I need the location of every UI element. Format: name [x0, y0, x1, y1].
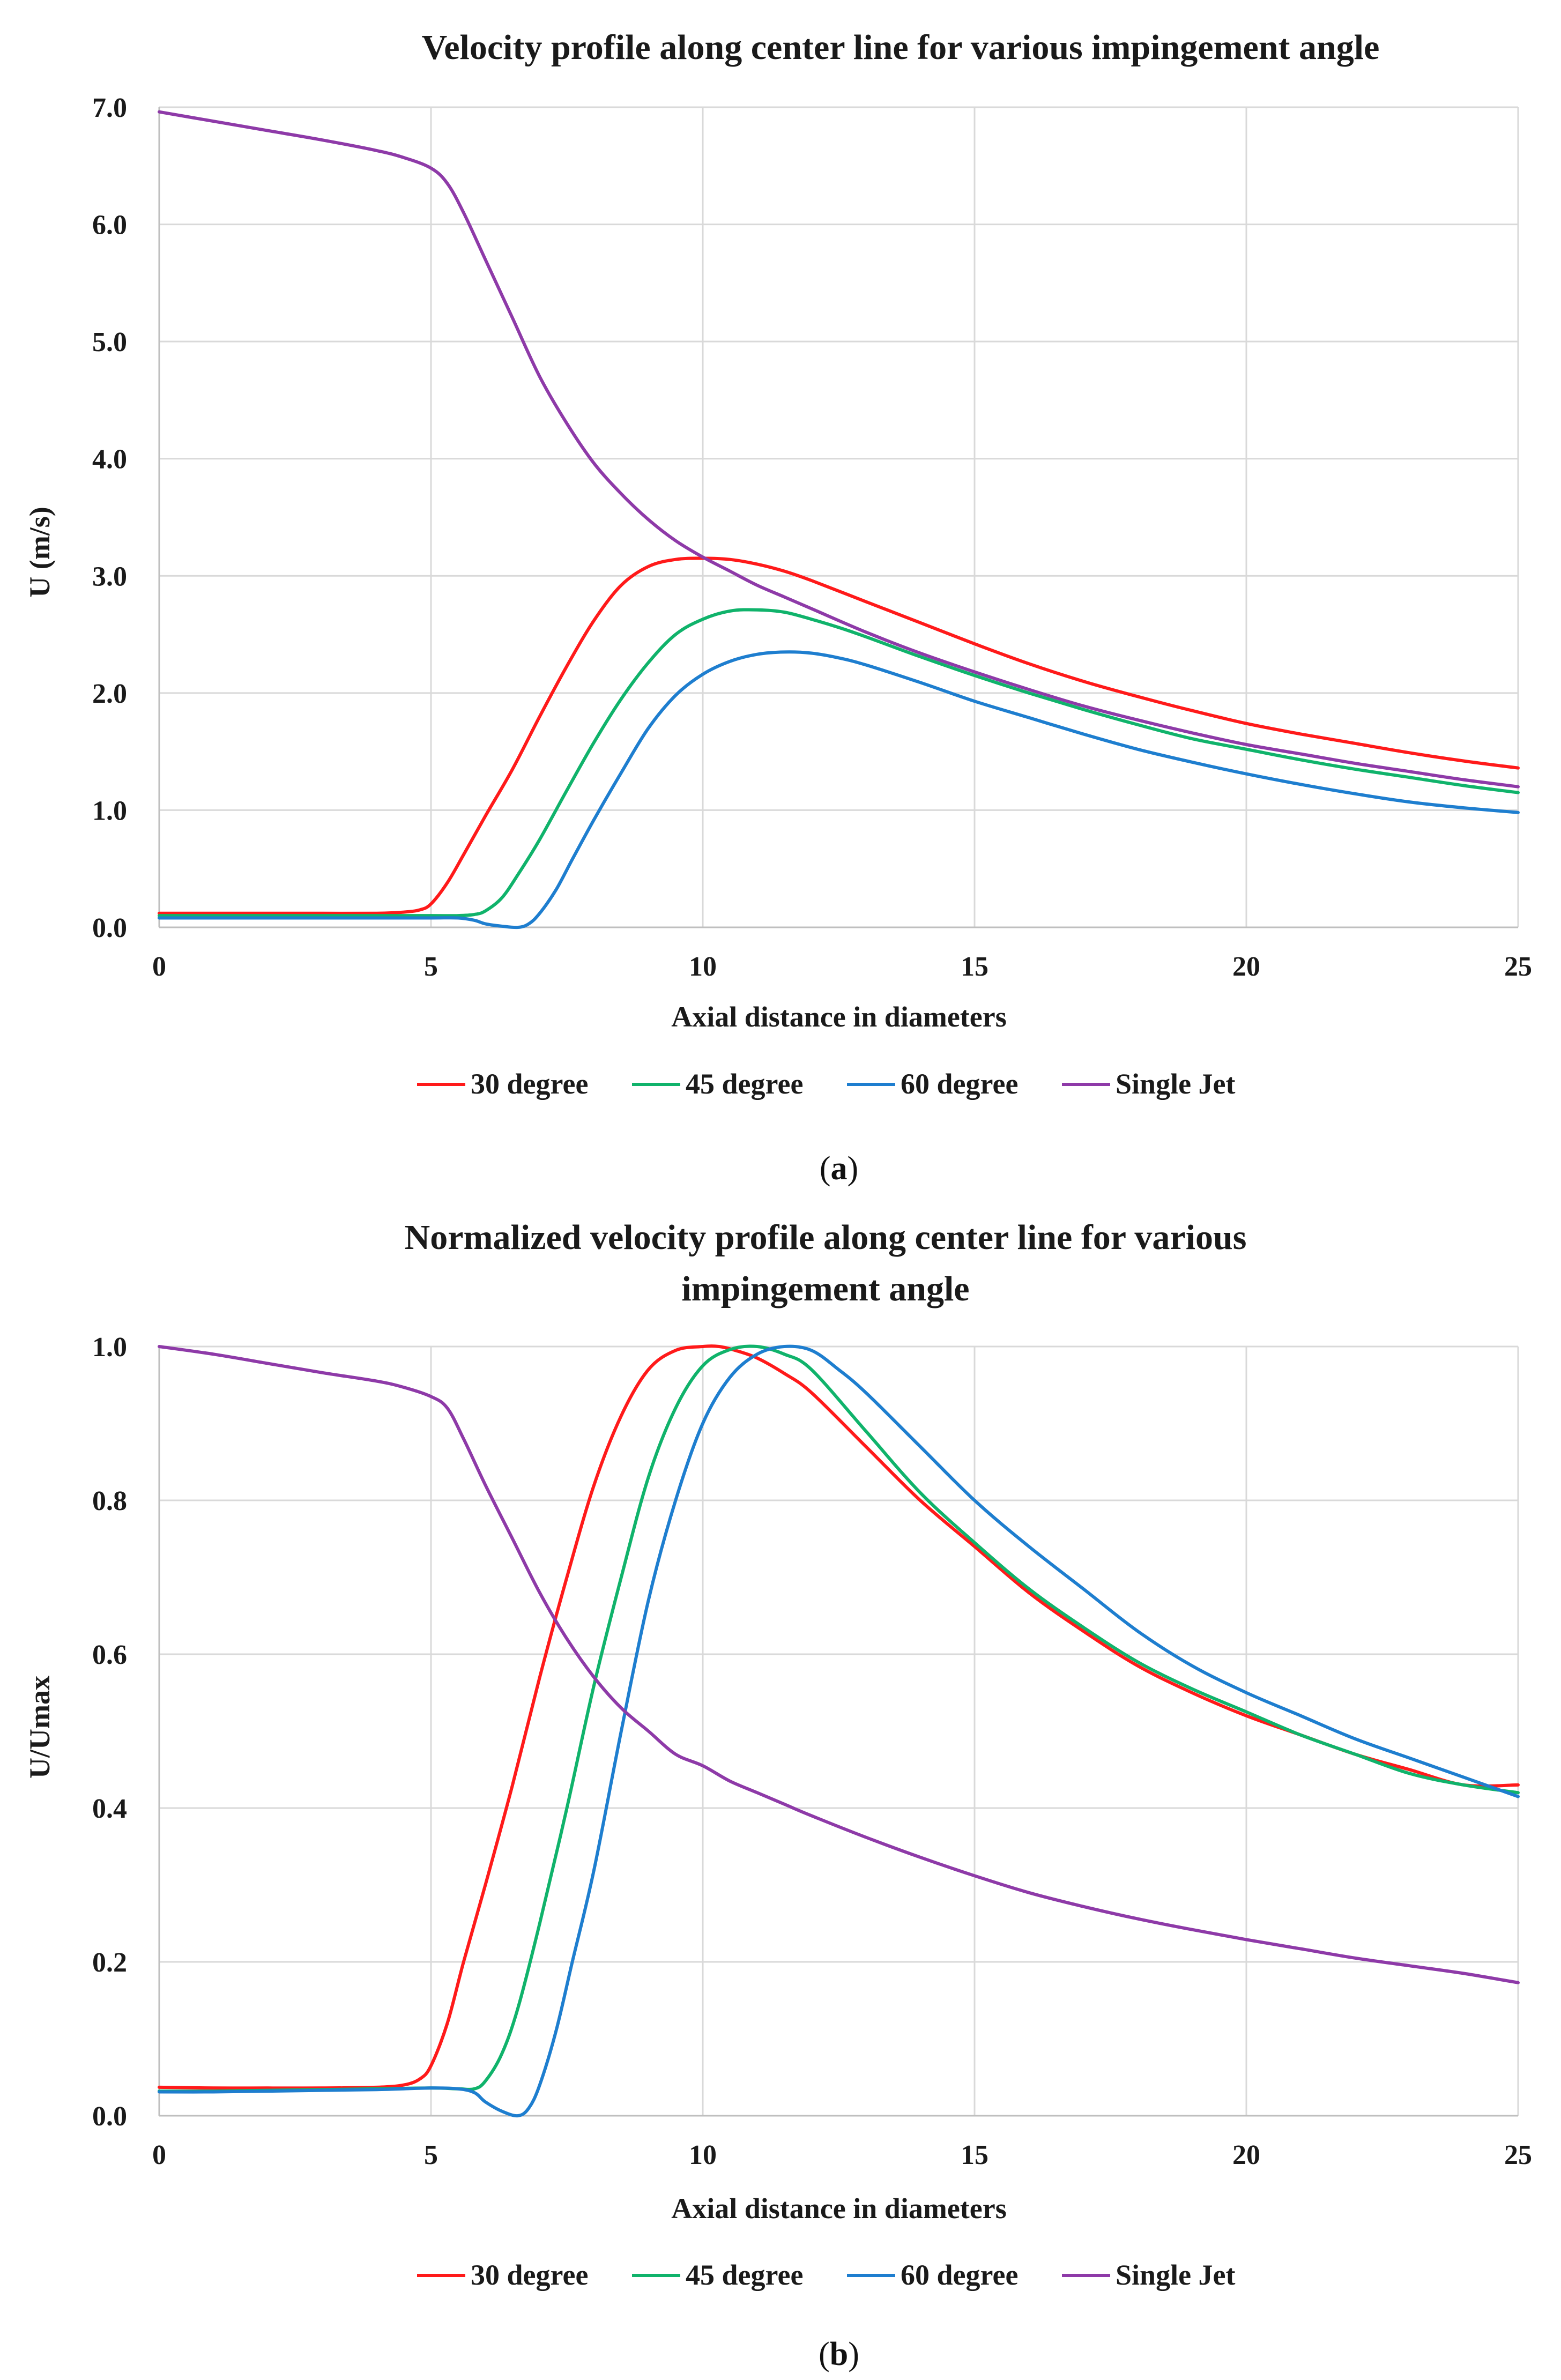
chart-a-caption-letter: a	[831, 1150, 848, 1187]
series-line-a-1	[158, 608, 1520, 918]
legend-item-a-2: 60 degree	[847, 1068, 1018, 1100]
chart-b-gridlines	[159, 1345, 1519, 2116]
y-tick-label-b-4: 0.8	[92, 1486, 127, 1516]
x-tick-label-a-3: 15	[961, 951, 988, 982]
chart-b-caption-letter: b	[830, 2336, 848, 2372]
y-tick-label-a-6: 6.0	[92, 210, 127, 241]
chart-a-gridlines	[159, 106, 1519, 927]
chart-a-legend: 30 degree 45 degree 60 degree Single Jet	[417, 1068, 1236, 1100]
legend-label-b-0: 30 degree	[471, 2259, 588, 2291]
legend-label-b-1: 45 degree	[686, 2259, 803, 2291]
x-tick-label-a-0: 0	[152, 951, 166, 982]
series-line-a-0	[158, 556, 1520, 915]
chart-b-title-line-1: Normalized velocity profile along center…	[405, 1218, 1247, 1257]
legend-label-a-2: 60 degree	[901, 1068, 1018, 1100]
y-tick-label-a-1: 1.0	[92, 795, 127, 826]
x-tick-label-b-0: 0	[152, 2140, 166, 2170]
series-line-b-3	[158, 1345, 1520, 1984]
chart-a-axes	[158, 107, 1518, 928]
y-tick-label-a-2: 2.0	[92, 679, 127, 709]
chart-b-x-ticks: 0 5 10 15 20 25	[152, 2140, 1532, 2170]
chart-b-series	[158, 1344, 1520, 2118]
legend-label-b-2: 60 degree	[901, 2259, 1018, 2291]
legend-label-a-1: 45 degree	[686, 1068, 803, 1100]
chart-a-title: Velocity profile along center line for v…	[422, 28, 1380, 67]
x-tick-label-a-1: 5	[424, 951, 438, 982]
y-tick-label-b-3: 0.6	[92, 1640, 127, 1670]
y-tick-label-a-7: 7.0	[92, 93, 127, 123]
series-line-b-1	[158, 1344, 1520, 2093]
chart-b-legend: 30 degree 45 degree 60 degree Single Jet	[417, 2259, 1236, 2291]
chart-a-y-ticks: 0.0 1.0 2.0 3.0 4.0 5.0 6.0 7.0	[92, 93, 127, 943]
chart-b-y-axis-label: U/Umax	[24, 1676, 56, 1779]
y-tick-label-a-0: 0.0	[92, 913, 127, 943]
x-tick-label-b-2: 10	[689, 2140, 717, 2170]
legend-item-b-1: 45 degree	[632, 2259, 803, 2291]
chart-a-caption: (a)	[820, 1150, 858, 1187]
series-line-a-3	[158, 110, 1520, 789]
chart-b: Normalized velocity profile along center…	[24, 1218, 1532, 2372]
series-line-b-2	[158, 1344, 1520, 2118]
legend-item-b-2: 60 degree	[847, 2259, 1018, 2291]
chart-a-y-axis-label: U (m/s)	[24, 507, 56, 597]
chart-a-series	[158, 110, 1520, 929]
legend-label-a-3: Single Jet	[1116, 1068, 1236, 1100]
chart-b-y-ticks: 0.0 0.2 0.4 0.6 0.8 1.0	[92, 1332, 127, 2132]
legend-label-a-0: 30 degree	[471, 1068, 588, 1100]
chart-a-x-ticks: 0 5 10 15 20 25	[152, 951, 1532, 982]
series-line-a-2	[158, 650, 1520, 929]
legend-item-b-3: Single Jet	[1062, 2259, 1236, 2291]
legend-item-b-0: 30 degree	[417, 2259, 588, 2291]
legend-item-a-3: Single Jet	[1062, 1068, 1236, 1100]
y-tick-label-a-3: 3.0	[92, 561, 127, 592]
y-tick-label-a-5: 5.0	[92, 327, 127, 358]
x-tick-label-b-3: 15	[961, 2140, 988, 2170]
chart-a: Velocity profile along center line for v…	[24, 28, 1532, 1187]
legend-item-a-0: 30 degree	[417, 1068, 588, 1100]
y-tick-label-b-1: 0.2	[92, 1947, 127, 1978]
x-tick-label-b-1: 5	[424, 2140, 438, 2170]
y-tick-label-a-4: 4.0	[92, 444, 127, 475]
legend-item-a-1: 45 degree	[632, 1068, 803, 1100]
x-tick-label-b-5: 25	[1504, 2140, 1532, 2170]
x-tick-label-b-4: 20	[1232, 2140, 1260, 2170]
x-tick-label-a-2: 10	[689, 951, 717, 982]
y-tick-label-b-2: 0.4	[92, 1794, 127, 1824]
legend-label-b-3: Single Jet	[1116, 2259, 1236, 2291]
chart-b-axes	[158, 1347, 1518, 2117]
chart-b-x-axis-label: Axial distance in diameters	[671, 2192, 1006, 2225]
chart-a-x-axis-label: Axial distance in diameters	[671, 1001, 1006, 1033]
y-tick-label-b-0: 0.0	[92, 2101, 127, 2132]
chart-b-caption: (b)	[819, 2336, 859, 2372]
x-tick-label-a-4: 20	[1232, 951, 1260, 982]
y-tick-label-b-5: 1.0	[92, 1332, 127, 1363]
x-tick-label-a-5: 25	[1504, 951, 1532, 982]
series-line-b-0	[158, 1344, 1520, 2090]
chart-b-title-line-2: impingement angle	[681, 1269, 969, 1308]
